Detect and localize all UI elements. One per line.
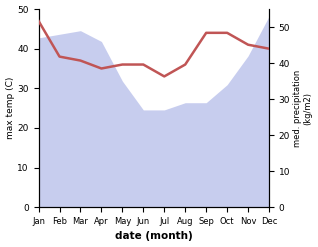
Y-axis label: med. precipitation
(kg/m2): med. precipitation (kg/m2): [293, 69, 313, 147]
X-axis label: date (month): date (month): [115, 231, 193, 242]
Y-axis label: max temp (C): max temp (C): [5, 77, 15, 139]
